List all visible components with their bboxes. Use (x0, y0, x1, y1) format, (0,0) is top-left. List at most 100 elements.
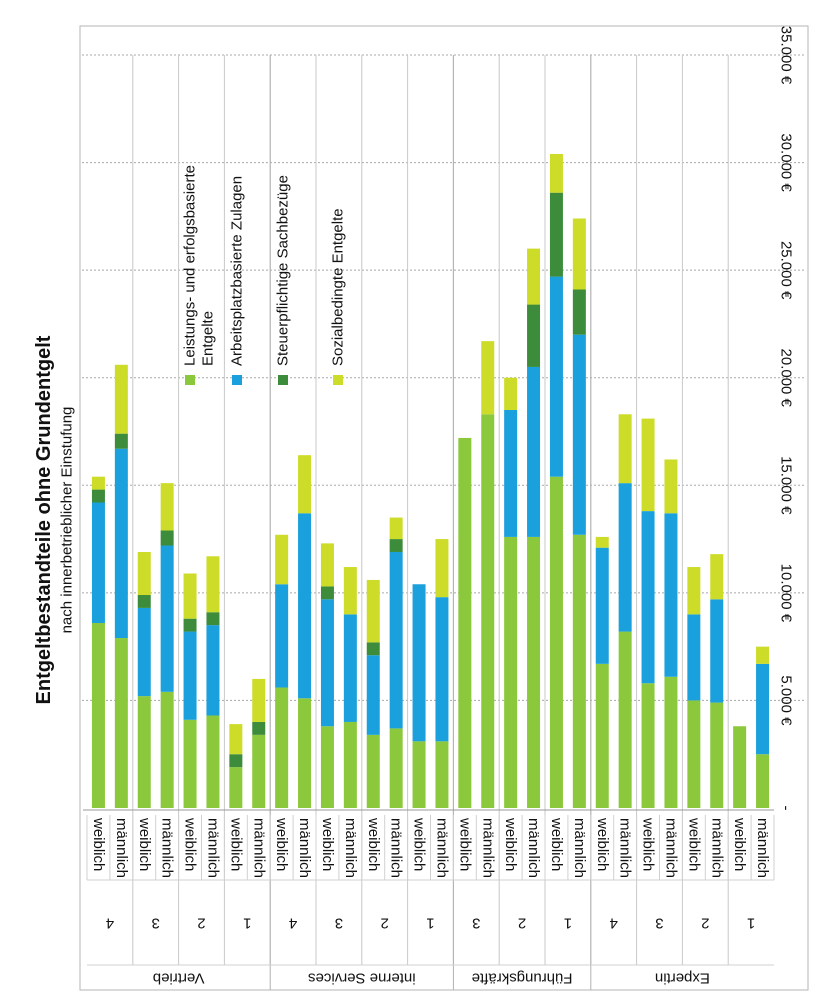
category-label: weiblich (365, 817, 382, 871)
bar-segment (91, 502, 105, 623)
bar-segment (664, 459, 678, 514)
bar-segment (710, 702, 724, 808)
bar-segment (91, 489, 105, 503)
bar-segment (91, 476, 105, 490)
group-label: Vertrieb (153, 970, 205, 987)
bar-segment (137, 607, 151, 697)
legend-swatch (278, 375, 288, 385)
bar-segment (366, 642, 380, 656)
bar-segment (389, 517, 403, 540)
category-label: männlich (204, 818, 221, 878)
value-axis: - 5.000 € 10.000 € 15.000 € 20.000 € 25.000 €… (778, 26, 795, 811)
category-label: weiblich (594, 817, 611, 871)
level-label: 2 (381, 915, 389, 932)
level-label: 4 (289, 915, 297, 932)
bar-segment (343, 567, 357, 615)
legend-label: Leistungs- und erfolgsbasierte (182, 165, 199, 366)
legend-swatch (232, 375, 242, 385)
bar-segment (114, 433, 128, 449)
bar-segment (229, 767, 243, 808)
bar-segment (183, 719, 197, 808)
grid (82, 54, 806, 990)
category-label: weiblich (685, 817, 702, 871)
bar-segment (183, 573, 197, 619)
bar-segment (733, 726, 747, 808)
legend-label: Entgelte (200, 311, 217, 366)
bar-segment (183, 631, 197, 720)
level-label: 1 (564, 915, 572, 932)
bar-segment (595, 547, 609, 664)
level-label: 3 (335, 915, 343, 932)
category-label: weiblich (640, 817, 657, 871)
bar-segment (710, 599, 724, 703)
bar-segment (343, 721, 357, 808)
tick-label: 15.000 € (778, 456, 795, 515)
bar-segment (160, 530, 174, 546)
bar-segment (504, 409, 518, 537)
level-label: 4 (106, 915, 114, 932)
category-label: weiblich (548, 817, 565, 871)
bar-segment (481, 414, 495, 808)
bar-segment (435, 539, 449, 598)
bar-segment (137, 551, 151, 596)
bar-segment (527, 366, 541, 537)
bar-segment (206, 556, 220, 613)
category-label: männlich (662, 818, 679, 878)
bar-segment (252, 721, 266, 735)
bar-segment (435, 597, 449, 742)
bar-segment (137, 595, 151, 608)
level-label: 2 (197, 915, 205, 932)
bar-segment (160, 483, 174, 531)
level-label: 3 (152, 915, 160, 932)
bar-segment (687, 700, 701, 808)
bar-segment (366, 734, 380, 808)
bar-segment (527, 248, 541, 305)
category-label: weiblich (319, 817, 336, 871)
category-label: männlich (571, 818, 588, 878)
bar-segment (756, 663, 770, 755)
bar-segment (298, 455, 312, 514)
bar-segment (618, 483, 632, 632)
category-label: weiblich (273, 817, 290, 871)
bar-segment (114, 364, 128, 434)
bar-segment (389, 539, 403, 552)
category-label: männlich (754, 818, 771, 878)
bar-segment (481, 341, 495, 415)
group-label: Führungskräfte (472, 970, 573, 987)
bar-segment (572, 534, 586, 808)
bar-segment (114, 448, 128, 639)
bar-segment (389, 728, 403, 808)
category-label: weiblich (456, 817, 473, 871)
category-label: männlich (479, 818, 496, 878)
bar-segment (252, 734, 266, 808)
bar-segment (687, 614, 701, 701)
group-label: Expertin (655, 970, 710, 987)
bar-segment (641, 683, 655, 808)
category-label: männlich (296, 818, 313, 878)
bar-segment (320, 599, 334, 727)
bar-segment (298, 698, 312, 808)
bar-segment (389, 551, 403, 729)
chart-title: Entgeltbestandteile ohne Grundentgelt (33, 335, 55, 704)
bar-segment (435, 741, 449, 808)
category-axis: weiblich männlich weiblich männlich weiblich… (90, 817, 771, 987)
category-label: männlich (250, 818, 267, 878)
bar-segment (206, 625, 220, 716)
legend-swatch (333, 375, 343, 385)
category-label: weiblich (731, 817, 748, 871)
bar-segment (137, 696, 151, 808)
bar-segment (756, 646, 770, 664)
category-label: weiblich (90, 817, 107, 871)
legend: Leistungs- und erfolgsbasierte Entgelte Ar… (182, 165, 347, 385)
bar-segment (412, 741, 426, 808)
tick-label: 5.000 € (778, 675, 795, 726)
bar-segment (641, 418, 655, 512)
bar-segment (91, 622, 105, 808)
level-label: 3 (472, 915, 480, 932)
category-label: weiblich (227, 817, 244, 871)
bar-segment (618, 631, 632, 808)
level-label: 3 (655, 915, 663, 932)
bar-segment (504, 536, 518, 808)
bar-segment (366, 655, 380, 735)
legend-label: Arbeitsplatzbasierte Zulagen (229, 176, 246, 366)
